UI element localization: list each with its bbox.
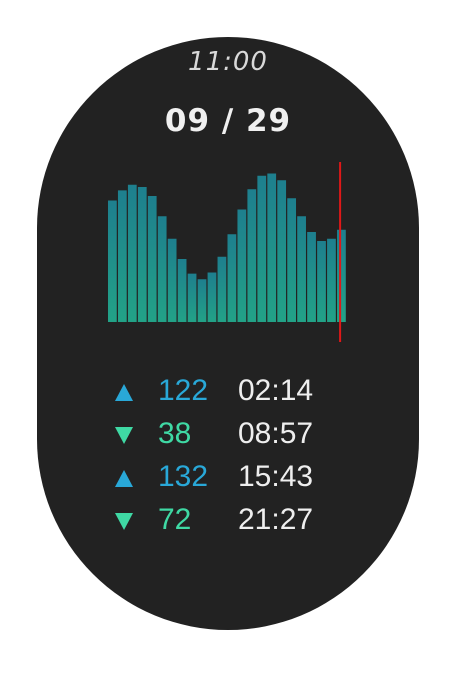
reading-row: 132 15:43 (37, 456, 419, 499)
chart-bar (257, 175, 267, 322)
chart-bar (127, 184, 137, 322)
reading-time: 02:14 (238, 374, 314, 407)
chart-bar (167, 238, 177, 322)
page-title: 09 / 29 (164, 103, 292, 139)
status-time: 11:00 (188, 47, 268, 77)
chart-bar (237, 209, 247, 322)
reading-row: 38 08:57 (37, 413, 419, 456)
chart-bar (307, 232, 316, 322)
chart-bar (327, 238, 336, 322)
reading-value: 72 (158, 503, 192, 536)
triangle-down-icon (115, 427, 133, 444)
chart-bar (267, 173, 277, 322)
reading-value: 132 (158, 460, 209, 493)
chart-bar (277, 180, 287, 322)
reading-row: 122 02:14 (37, 370, 419, 413)
daily-chart (108, 162, 346, 342)
chart-bar (297, 216, 306, 322)
chart-bar (217, 256, 227, 322)
chart-bar (187, 273, 197, 323)
chart-bar (137, 187, 147, 322)
reading-time: 08:57 (238, 417, 314, 450)
chart-bar (317, 241, 326, 322)
chart-bar (247, 189, 257, 322)
triangle-up-icon (115, 470, 133, 487)
reading-time: 15:43 (238, 460, 314, 493)
reading-value: 122 (158, 374, 209, 407)
chart-bar (207, 272, 217, 322)
triangle-down-icon (115, 513, 133, 530)
chart-bar (337, 229, 346, 322)
chart-bar (227, 234, 237, 322)
chart-bar (177, 259, 187, 322)
chart-bar (197, 279, 207, 322)
reading-time: 21:27 (238, 503, 314, 536)
readings-list: 122 02:14 38 08:57 132 15:43 72 21:27 (37, 370, 419, 542)
triangle-up-icon (115, 384, 133, 401)
chart-bar (157, 216, 167, 322)
chart-bar (108, 200, 117, 322)
chart-bar (147, 196, 157, 322)
chart-bar (117, 190, 127, 323)
watch-face: 11:00 09 / 29 122 02:14 38 08:57 132 15:… (37, 37, 419, 630)
reading-row: 72 21:27 (37, 499, 419, 542)
chart-bar (287, 198, 297, 322)
reading-value: 38 (158, 417, 192, 450)
